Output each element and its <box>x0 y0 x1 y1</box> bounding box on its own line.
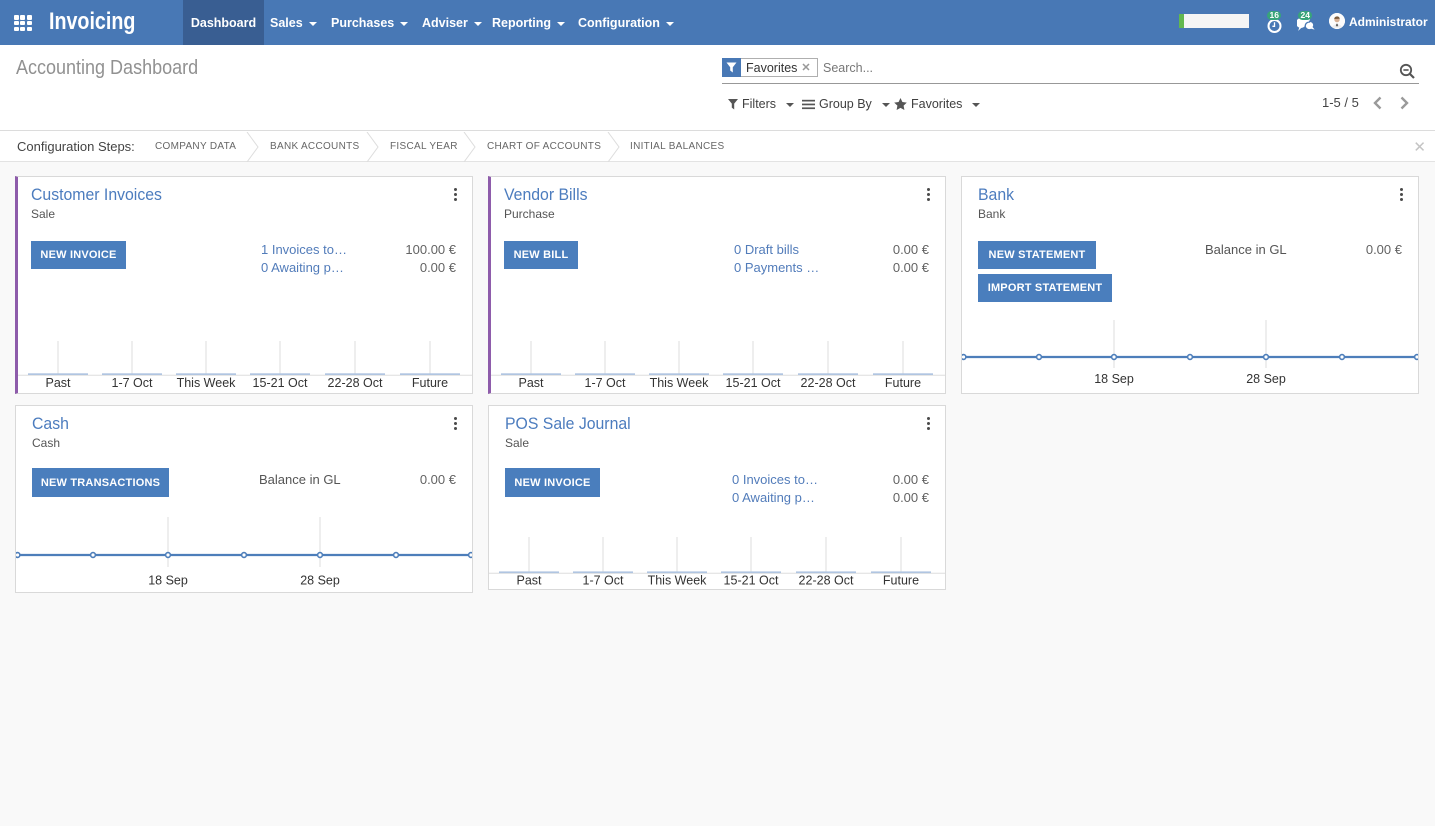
svg-text:Future: Future <box>885 376 921 390</box>
svg-text:15-21 Oct: 15-21 Oct <box>724 573 779 587</box>
svg-text:22-28 Oct: 22-28 Oct <box>328 376 383 390</box>
svg-text:28 Sep: 28 Sep <box>300 574 340 588</box>
svg-text:1-7 Oct: 1-7 Oct <box>112 376 154 390</box>
svg-text:28 Sep: 28 Sep <box>1246 372 1286 386</box>
svg-text:This Week: This Week <box>650 376 710 390</box>
svg-text:18 Sep: 18 Sep <box>1094 372 1134 386</box>
svg-text:This Week: This Week <box>648 573 708 587</box>
svg-text:This Week: This Week <box>177 376 237 390</box>
svg-text:Future: Future <box>883 573 919 587</box>
svg-text:22-28 Oct: 22-28 Oct <box>801 376 856 390</box>
svg-text:1-7 Oct: 1-7 Oct <box>583 573 625 587</box>
svg-text:22-28 Oct: 22-28 Oct <box>799 573 854 587</box>
svg-text:Future: Future <box>412 376 448 390</box>
svg-text:Past: Past <box>45 376 71 390</box>
svg-text:15-21 Oct: 15-21 Oct <box>726 376 781 390</box>
svg-text:Past: Past <box>518 376 544 390</box>
svg-text:1-7 Oct: 1-7 Oct <box>585 376 627 390</box>
svg-text:15-21 Oct: 15-21 Oct <box>253 376 308 390</box>
svg-text:Past: Past <box>516 573 542 587</box>
svg-text:18 Sep: 18 Sep <box>148 574 188 588</box>
